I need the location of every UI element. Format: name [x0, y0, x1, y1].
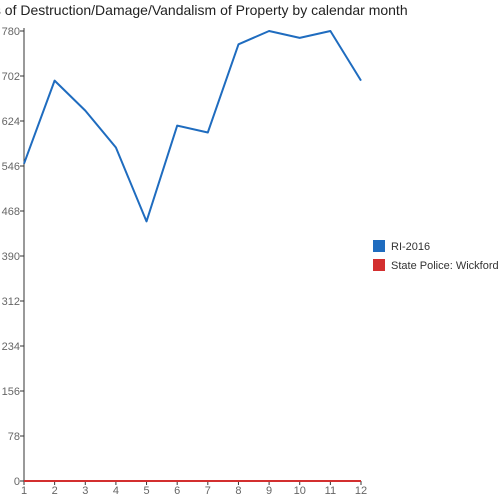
- y-tick-label: 234: [2, 341, 20, 353]
- x-tick-label: 2: [52, 485, 58, 497]
- chart-title-text: ts of Destruction/Damage/Vandalism of Pr…: [0, 2, 408, 18]
- legend-label-1: RI-2016: [391, 241, 430, 253]
- x-tick-label: 8: [235, 485, 241, 497]
- x-tick-label: 9: [266, 485, 272, 497]
- legend-swatch-2: [373, 259, 385, 271]
- series-layer: [23, 30, 362, 482]
- legend: RI-2016 State Police: Wickford: [373, 240, 499, 272]
- y-tick-label: 0: [14, 476, 20, 488]
- x-tick-label: 12: [355, 485, 367, 497]
- legend-label-2: State Police: Wickford: [391, 260, 499, 272]
- y-tick-label: 702: [2, 71, 20, 83]
- y-tick-label: 390: [2, 251, 20, 263]
- y-tick-label: 780: [2, 26, 20, 38]
- x-tick-label: 3: [82, 485, 88, 497]
- x-tick-label: 4: [113, 485, 119, 497]
- x-tick-label: 5: [143, 485, 149, 497]
- x-tick-label: 6: [174, 485, 180, 497]
- y-tick-label: 468: [2, 206, 20, 218]
- x-tick-label: 1: [21, 485, 27, 497]
- x-tick-label: 10: [294, 485, 306, 497]
- series-line-1: [23, 30, 362, 223]
- y-tick-label: 78: [8, 431, 20, 443]
- x-tick-label: 11: [325, 485, 336, 497]
- y-tick-label: 546: [2, 161, 20, 173]
- x-tick-label: 7: [205, 485, 211, 497]
- y-tick-label: 624: [2, 116, 20, 128]
- y-tick-label: 156: [2, 386, 20, 398]
- legend-swatch-1: [373, 240, 385, 252]
- chart-title: ts of Destruction/Damage/Vandalism of Pr…: [0, 2, 500, 22]
- y-tick-label: 312: [2, 296, 20, 308]
